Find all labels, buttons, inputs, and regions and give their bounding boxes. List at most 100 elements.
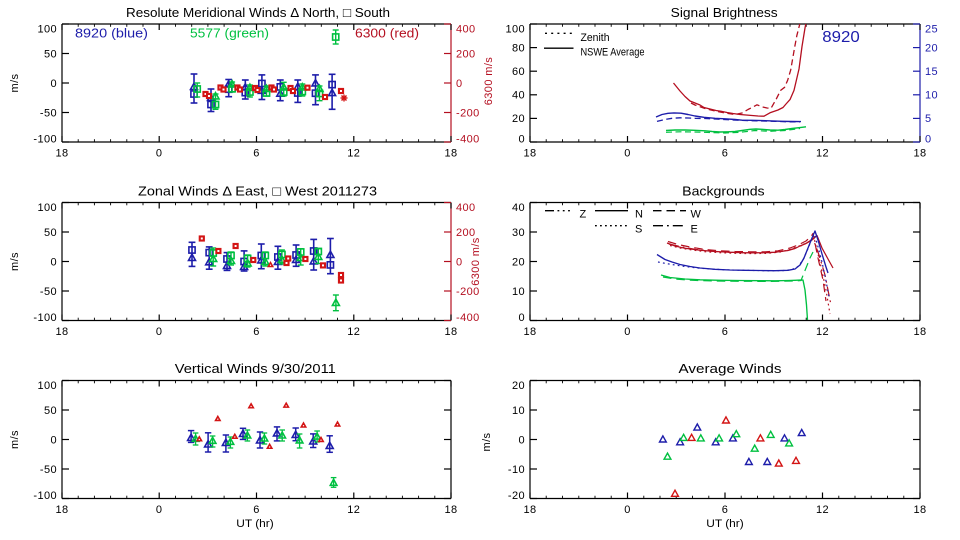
svg-text:0: 0 (518, 133, 525, 145)
svg-text:0: 0 (50, 256, 57, 268)
svg-text:12: 12 (816, 326, 829, 338)
svg-text:-100: -100 (33, 490, 57, 502)
svg-text:-100: -100 (33, 133, 57, 145)
svg-text:-50: -50 (40, 286, 57, 298)
svg-text:10: 10 (512, 286, 525, 298)
svg-text:-50: -50 (40, 464, 57, 476)
svg-text:6: 6 (253, 504, 260, 516)
svg-text:0: 0 (156, 148, 163, 160)
svg-text:0: 0 (50, 434, 57, 446)
svg-text:20: 20 (925, 42, 938, 54)
svg-text:12: 12 (816, 504, 829, 516)
svg-text:100: 100 (37, 202, 57, 214)
svg-text:18: 18 (523, 326, 536, 338)
svg-text:80: 80 (512, 42, 525, 54)
svg-text:18: 18 (913, 504, 926, 516)
svg-text:Zenith: Zenith (581, 32, 610, 44)
svg-text:-20: -20 (508, 490, 525, 502)
svg-text:20: 20 (512, 113, 525, 125)
svg-text:0: 0 (518, 312, 525, 324)
svg-text:18: 18 (55, 504, 68, 516)
svg-text:-10: -10 (508, 464, 525, 476)
svg-text:40: 40 (512, 90, 525, 102)
svg-text:18: 18 (444, 504, 457, 516)
svg-text:m/s: m/s (9, 73, 21, 92)
svg-text:60: 60 (512, 66, 525, 78)
svg-text:S: S (635, 224, 643, 236)
svg-text:W: W (691, 209, 702, 221)
svg-text:-200: -200 (456, 107, 480, 119)
svg-text:-200: -200 (456, 286, 480, 298)
svg-text:5: 5 (925, 113, 932, 125)
svg-text:6: 6 (722, 326, 729, 338)
svg-text:6300 m/s: 6300 m/s (483, 57, 495, 106)
svg-text:0: 0 (156, 326, 163, 338)
svg-text:0: 0 (518, 434, 525, 446)
svg-text:0: 0 (925, 133, 932, 145)
svg-text:Backgrounds: Backgrounds (682, 184, 765, 199)
svg-text:6: 6 (253, 148, 260, 160)
svg-text:5577 (green): 5577 (green) (190, 26, 269, 41)
svg-text:Resolute Meridional Winds Δ No: Resolute Meridional Winds Δ North, □ Sou… (126, 5, 390, 20)
svg-text:40: 40 (512, 202, 525, 214)
svg-text:Vertical Winds 9/30/2011: Vertical Winds 9/30/2011 (175, 361, 336, 376)
svg-text:6300 m/s: 6300 m/s (470, 237, 482, 286)
svg-text:12: 12 (347, 148, 360, 160)
svg-text:100: 100 (505, 23, 525, 35)
svg-text:50: 50 (44, 227, 57, 239)
svg-text:0: 0 (456, 256, 463, 268)
svg-text:400: 400 (456, 23, 476, 35)
svg-text:-400: -400 (456, 312, 480, 324)
svg-text:UT (hr): UT (hr) (236, 518, 274, 530)
svg-text:0: 0 (156, 504, 163, 516)
svg-text:0: 0 (50, 78, 57, 90)
svg-text:0: 0 (456, 78, 463, 90)
svg-text:12: 12 (347, 504, 360, 516)
svg-text:18: 18 (444, 326, 457, 338)
svg-text:18: 18 (913, 326, 926, 338)
svg-text:18: 18 (55, 326, 68, 338)
svg-text:N: N (635, 209, 643, 221)
svg-text:30: 30 (512, 227, 525, 239)
svg-text:m/s: m/s (9, 252, 21, 271)
svg-text:18: 18 (444, 148, 457, 160)
svg-text:15: 15 (925, 66, 938, 78)
svg-text:20: 20 (512, 256, 525, 268)
svg-text:Zonal Winds Δ East, □ West 201: Zonal Winds Δ East, □ West 2011273 (138, 184, 377, 199)
svg-text:6: 6 (253, 326, 260, 338)
svg-text:18: 18 (523, 148, 536, 160)
svg-text:10: 10 (512, 405, 525, 417)
svg-text:50: 50 (44, 405, 57, 417)
svg-text:Z: Z (580, 209, 587, 221)
svg-text:10: 10 (925, 90, 938, 102)
svg-text:m/s: m/s (481, 432, 493, 451)
svg-text:-400: -400 (456, 133, 480, 145)
svg-text:200: 200 (456, 227, 476, 239)
svg-text:12: 12 (347, 326, 360, 338)
svg-text:20: 20 (512, 380, 525, 392)
svg-text:100: 100 (37, 23, 57, 35)
svg-text:Average Winds: Average Winds (679, 361, 783, 376)
svg-text:18: 18 (55, 148, 68, 160)
svg-text:0: 0 (624, 326, 631, 338)
svg-text:25: 25 (925, 23, 938, 35)
svg-text:400: 400 (456, 202, 476, 214)
svg-text:-100: -100 (33, 312, 57, 324)
svg-text:UT (hr): UT (hr) (706, 518, 744, 530)
svg-text:50: 50 (44, 48, 57, 60)
svg-text:-50: -50 (40, 107, 57, 119)
svg-text:0: 0 (624, 148, 631, 160)
svg-text:E: E (691, 224, 699, 236)
svg-text:8920: 8920 (822, 29, 860, 46)
svg-text:100: 100 (37, 380, 57, 392)
svg-text:12: 12 (816, 148, 829, 160)
svg-text:6300 (red): 6300 (red) (355, 26, 419, 41)
svg-text:18: 18 (913, 148, 926, 160)
svg-text:Signal Brightness: Signal Brightness (671, 5, 779, 20)
svg-text:0: 0 (624, 504, 631, 516)
svg-text:6: 6 (722, 148, 729, 160)
svg-text:200: 200 (456, 48, 476, 60)
svg-text:18: 18 (523, 504, 536, 516)
svg-text:m/s: m/s (9, 430, 21, 449)
svg-text:8920 (blue): 8920 (blue) (75, 26, 148, 41)
